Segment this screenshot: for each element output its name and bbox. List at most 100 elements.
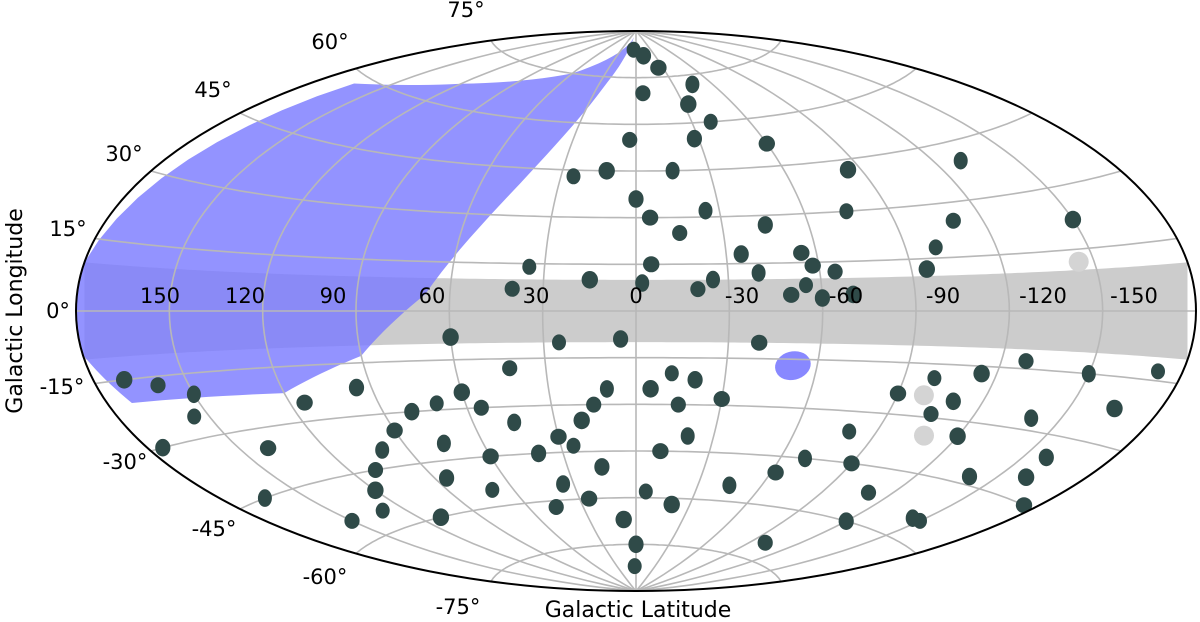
grid-meridian xyxy=(261,31,637,591)
data-point xyxy=(473,399,489,416)
y-tick-label: -15° xyxy=(40,375,85,399)
data-point xyxy=(548,499,564,515)
y-tick-label: -45° xyxy=(192,517,237,541)
data-point xyxy=(793,244,810,261)
x-tick-label: -150 xyxy=(1110,284,1158,308)
data-point xyxy=(706,270,720,289)
x-tick-label: 120 xyxy=(225,284,265,308)
data-point xyxy=(713,391,730,407)
data-point xyxy=(257,489,272,507)
data-point xyxy=(804,257,821,274)
data-point xyxy=(638,483,653,500)
data-point xyxy=(482,448,499,465)
data-point xyxy=(687,371,703,389)
data-point xyxy=(751,264,766,282)
x-tick-label: 0 xyxy=(629,284,642,308)
grid-layer xyxy=(76,31,1196,591)
y-tick-label: 30° xyxy=(105,142,142,166)
data-point xyxy=(566,437,581,454)
data-point xyxy=(259,440,277,457)
data-point xyxy=(635,47,652,65)
data-point xyxy=(690,281,706,298)
data-point xyxy=(843,455,860,472)
data-point xyxy=(367,481,384,500)
data-point xyxy=(581,271,598,289)
data-point xyxy=(442,328,459,346)
data-point xyxy=(643,256,660,273)
point-layer xyxy=(116,41,1165,575)
x-tick-label: -60 xyxy=(829,284,863,308)
data-point xyxy=(150,377,166,394)
data-point xyxy=(186,385,201,404)
data-point xyxy=(758,135,775,152)
data-point xyxy=(116,371,133,389)
data-point xyxy=(642,380,659,398)
data-point xyxy=(767,464,784,481)
data-point xyxy=(628,190,644,208)
grid-meridian xyxy=(635,31,824,591)
data-point xyxy=(187,408,202,425)
data-point xyxy=(698,201,713,220)
data-point xyxy=(1015,497,1033,514)
gray-spot xyxy=(913,385,934,406)
data-point xyxy=(635,274,650,292)
y-tick-label: -75° xyxy=(436,595,481,619)
data-point xyxy=(635,85,651,102)
data-point xyxy=(375,441,390,459)
grid-meridian xyxy=(635,31,731,591)
data-point xyxy=(367,462,384,478)
grid-meridian xyxy=(355,31,637,591)
data-point xyxy=(622,131,638,148)
x-tick-label: -30 xyxy=(725,284,759,308)
x-tick-label: 90 xyxy=(320,284,347,308)
data-point xyxy=(615,510,632,529)
data-point xyxy=(827,263,843,280)
grid-meridian xyxy=(448,31,637,591)
data-point xyxy=(507,413,522,432)
data-point xyxy=(680,427,695,445)
data-point xyxy=(652,443,669,460)
data-point xyxy=(927,370,942,387)
data-point xyxy=(502,360,518,377)
data-point xyxy=(522,258,537,275)
data-point xyxy=(1018,353,1034,370)
x-tick-label: 60 xyxy=(419,284,446,308)
data-point xyxy=(839,203,854,220)
data-point xyxy=(751,334,768,351)
data-point xyxy=(155,438,171,457)
data-point xyxy=(664,365,679,382)
data-point xyxy=(670,396,686,413)
gray-spot xyxy=(914,425,934,446)
data-point xyxy=(1064,210,1082,229)
y-tick-label: -30° xyxy=(103,450,148,474)
grid-meridian xyxy=(635,31,1104,591)
data-point xyxy=(550,428,567,445)
data-point xyxy=(386,422,403,439)
data-point xyxy=(839,160,857,179)
data-point xyxy=(703,113,718,130)
data-point xyxy=(953,151,968,170)
data-point xyxy=(665,161,680,180)
y-tick-label: 15° xyxy=(49,217,86,241)
y-tick-label: 0° xyxy=(46,299,70,323)
data-point xyxy=(485,481,500,498)
data-point xyxy=(344,512,360,529)
data-point xyxy=(814,289,831,307)
data-point xyxy=(905,509,920,527)
x-tick-label: 150 xyxy=(140,284,180,308)
data-point xyxy=(594,458,610,476)
grid-meridian xyxy=(168,31,637,591)
data-point xyxy=(889,385,907,402)
data-point xyxy=(296,394,313,411)
data-point xyxy=(733,245,749,263)
data-point xyxy=(680,95,697,113)
data-point xyxy=(1106,399,1123,418)
data-point xyxy=(685,75,700,94)
grid-meridian xyxy=(541,31,637,591)
grid-meridian xyxy=(635,31,917,591)
data-point xyxy=(838,512,854,530)
data-point xyxy=(650,59,667,76)
data-point xyxy=(613,330,629,348)
data-point xyxy=(945,392,961,411)
data-point xyxy=(552,334,566,351)
